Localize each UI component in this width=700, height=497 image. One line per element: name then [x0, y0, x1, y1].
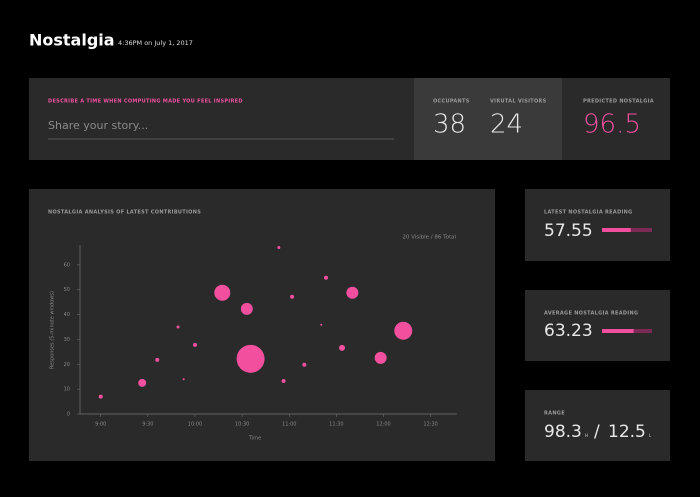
- bubble: [290, 294, 295, 299]
- bubble: [236, 344, 265, 373]
- range-high-label: H: [585, 433, 588, 438]
- x-tick-label: 9:30: [142, 422, 153, 428]
- range-high: 98.3: [544, 422, 582, 442]
- bubble: [192, 342, 197, 347]
- timestamp: 4:36PM on July 1, 2017: [118, 39, 193, 47]
- story-panel: [29, 78, 414, 160]
- chart-note: 20 Visible / 86 Total: [402, 235, 456, 241]
- card-value: 57.55: [544, 221, 593, 241]
- bubble: [320, 323, 323, 326]
- y-tick-label: 0: [67, 412, 70, 418]
- bubble: [240, 302, 253, 315]
- x-tick-label: 11:30: [329, 422, 343, 428]
- bubble: [155, 357, 160, 362]
- bubble: [346, 286, 359, 299]
- app-title: Nostalgia: [29, 31, 115, 50]
- average-card: [525, 290, 670, 361]
- latest-card: [525, 189, 670, 261]
- bubble: [394, 321, 413, 340]
- bubble: [323, 275, 328, 280]
- x-tick-label: 10:30: [235, 422, 249, 428]
- y-tick-label: 60: [64, 262, 70, 268]
- bubble: [302, 362, 307, 367]
- stat-value: 96.5: [583, 110, 641, 140]
- bubble: [176, 325, 180, 329]
- x-tick-label: 11:00: [282, 422, 296, 428]
- stat-label: OCCUPANTS: [433, 99, 470, 105]
- chart-title: NOSTALGIA ANALYSIS OF LATEST CONTRIBUTIO…: [48, 210, 201, 216]
- range-separator: /: [594, 422, 600, 442]
- bubble: [98, 394, 103, 399]
- y-tick-label: 20: [64, 362, 70, 368]
- range-card: [525, 390, 670, 461]
- story-prompt: DESCRIBE A TIME WHEN COMPUTING MADE YOU …: [48, 99, 243, 105]
- card-value: 63.23: [544, 321, 593, 341]
- card-label: RANGE: [544, 411, 565, 417]
- stat-value: 38: [433, 110, 466, 140]
- y-tick-label: 50: [64, 287, 70, 293]
- range-low-label: L: [649, 433, 652, 438]
- card-label: AVERAGE NOSTALGIA READING: [544, 311, 638, 317]
- y-tick-label: 10: [64, 387, 70, 393]
- bubble: [281, 378, 286, 383]
- meter-fill: [602, 228, 631, 232]
- range-low: 12.5: [608, 422, 646, 442]
- y-tick-label: 40: [64, 312, 70, 318]
- bubble: [339, 344, 346, 351]
- bubble: [182, 378, 185, 381]
- y-axis-label: Responses (5-minute windows): [50, 291, 56, 369]
- stat-value: 24: [490, 110, 523, 140]
- meter-fill: [602, 329, 634, 333]
- y-tick-label: 30: [64, 337, 70, 343]
- bubble: [374, 351, 387, 364]
- chart-panel: [29, 189, 495, 461]
- story-input[interactable]: Share your story...: [48, 119, 148, 132]
- stat-label: PREDICTED NOSTALGIA: [583, 99, 654, 105]
- x-axis-label: Time: [248, 436, 261, 442]
- x-tick-label: 10:00: [188, 422, 202, 428]
- bubble: [214, 284, 231, 301]
- stat-label: VIRUTAL VISITORS: [490, 99, 547, 105]
- prediction-panel: [562, 78, 670, 160]
- card-label: LATEST NOSTALGIA READING: [544, 210, 633, 216]
- x-tick-label: 12:00: [376, 422, 390, 428]
- x-tick-label: 9:00: [95, 422, 106, 428]
- stats-panel: [414, 78, 562, 160]
- bubble: [277, 245, 281, 249]
- bubble: [138, 378, 147, 387]
- x-tick-label: 12:30: [423, 422, 437, 428]
